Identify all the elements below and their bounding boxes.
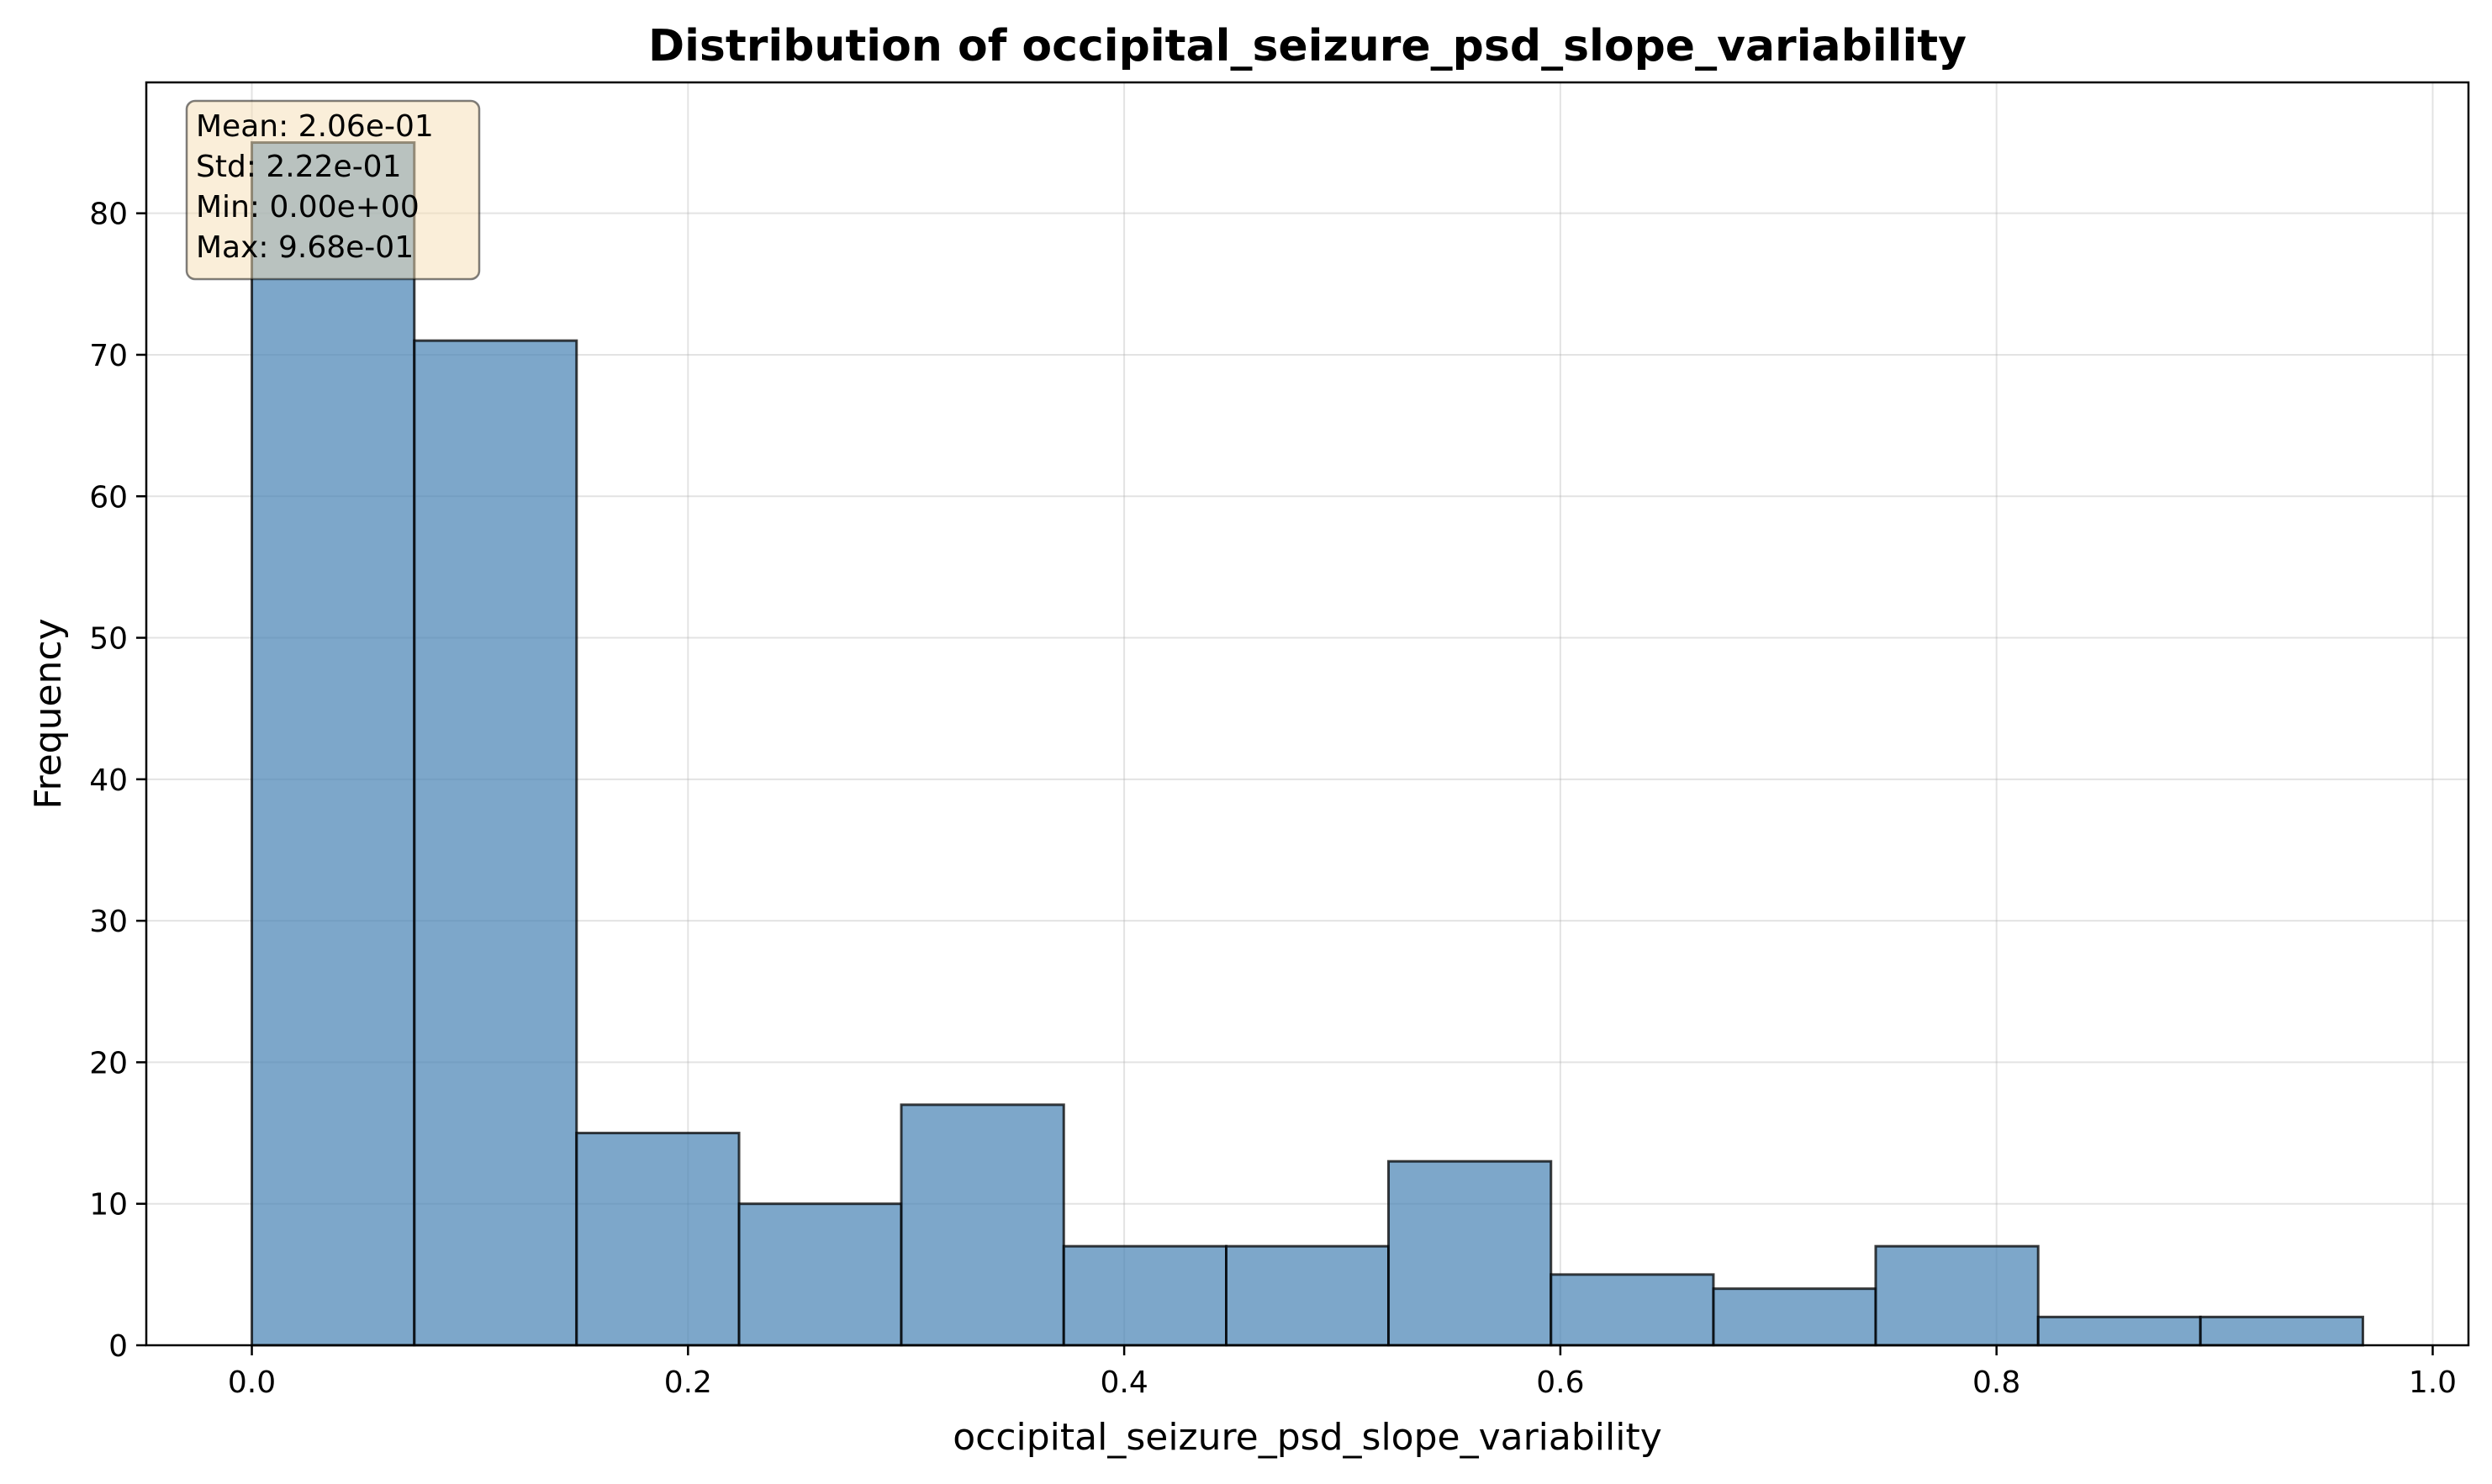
histogram-bar <box>2036 1315 2202 1347</box>
chart-title: Distribution of occipital_seizure_psd_sl… <box>648 21 1967 71</box>
histogram-bar <box>1386 1159 1553 1347</box>
x-tick-label: 0.0 <box>228 1365 276 1400</box>
y-tick-label: 70 <box>89 339 128 373</box>
axis-ticks: 0.0 0.2 0.4 0.6 0.8 1.0 0 10 20 30 40 50 60 70 80 <box>89 198 2457 1400</box>
histogram-bars <box>251 141 2364 1347</box>
histogram-bar <box>737 1202 903 1347</box>
stats-max: Max: 9.68e-01 <box>196 230 414 265</box>
x-tick-label: 0.4 <box>1100 1365 1148 1400</box>
y-tick-label: 30 <box>89 905 128 939</box>
histogram-bar <box>1874 1244 2040 1347</box>
y-tick-label: 80 <box>89 198 128 232</box>
histogram-bar <box>575 1132 741 1347</box>
y-tick-label: 50 <box>89 622 128 657</box>
stats-min: Min: 0.00e+00 <box>196 190 420 224</box>
x-tick-label: 0.2 <box>664 1365 712 1400</box>
histogram-bar <box>900 1103 1065 1347</box>
histogram-bar <box>1062 1244 1228 1347</box>
y-axis-label: Frequency <box>27 618 70 809</box>
stats-box-background <box>185 99 481 281</box>
y-tick-label: 60 <box>89 480 128 515</box>
histogram-bar <box>1712 1287 1877 1347</box>
x-tick-label: 0.6 <box>1536 1365 1584 1400</box>
histogram-bar <box>2199 1315 2364 1347</box>
histogram-bar <box>1550 1273 1715 1347</box>
x-tick-label: 0.8 <box>1972 1365 2020 1400</box>
y-tick-label: 20 <box>89 1046 128 1080</box>
stats-box: Mean: 2.06e-01 Std: 2.22e-01 Min: 0.00e+… <box>185 99 481 281</box>
y-tick-label: 10 <box>89 1188 128 1223</box>
x-tick-label: 1.0 <box>2409 1365 2457 1400</box>
y-tick-label: 0 <box>108 1329 128 1364</box>
x-axis-label: occipital_seizure_psd_slope_variability <box>953 1416 1662 1459</box>
histogram-bar <box>1225 1244 1390 1347</box>
histogram-bar <box>251 141 416 1347</box>
stats-mean: Mean: 2.06e-01 <box>196 109 434 144</box>
y-tick-label: 40 <box>89 763 128 798</box>
histogram-bar <box>413 339 578 1347</box>
plot-frame <box>145 81 2470 1347</box>
stats-std: Std: 2.22e-01 <box>196 150 402 184</box>
